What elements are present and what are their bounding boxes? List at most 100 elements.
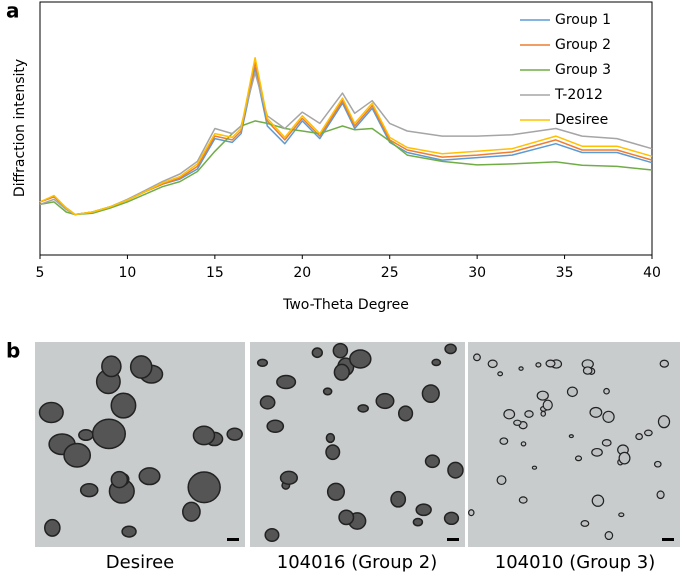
granule [333, 363, 350, 381]
legend-label: T-2012 [554, 87, 603, 103]
granule [591, 447, 603, 457]
granule [601, 438, 612, 447]
granule [349, 349, 372, 369]
granule [187, 471, 221, 504]
legend-label: Group 3 [555, 62, 611, 78]
granule [357, 404, 369, 413]
granule [276, 374, 297, 390]
plot-frame [39, 1, 653, 256]
granule [264, 528, 280, 543]
series-line [39, 120, 653, 216]
granule [259, 395, 276, 410]
series-line [39, 61, 653, 216]
granule [110, 470, 129, 489]
granule [540, 410, 547, 417]
granule [91, 418, 126, 450]
granule [657, 415, 671, 429]
granule [589, 406, 603, 418]
granule [568, 434, 574, 439]
granule [338, 509, 355, 526]
granule [63, 442, 92, 468]
granule [375, 392, 395, 410]
granule [574, 455, 583, 462]
x-tick-label: 15 [206, 265, 224, 281]
granule [266, 419, 285, 434]
granule [513, 419, 522, 426]
granule [536, 390, 549, 401]
granule [518, 366, 524, 371]
x-axis-label: Two-Theta Degree [282, 297, 409, 313]
granule [604, 531, 614, 541]
granule [101, 355, 122, 378]
granule [311, 347, 323, 359]
granule [138, 467, 161, 486]
y-axis-label: Diffraction intensity [12, 59, 28, 197]
granule [531, 465, 538, 470]
granule [424, 454, 441, 469]
granule [192, 425, 216, 446]
scale-bar [227, 538, 239, 541]
granule [447, 461, 464, 479]
granule [390, 490, 407, 508]
granule [415, 503, 432, 517]
granule [322, 387, 333, 396]
granule [443, 511, 460, 526]
granule [412, 517, 424, 527]
image-caption: 104010 (Group 3) [495, 552, 655, 573]
granule [325, 444, 341, 461]
granule [78, 429, 94, 442]
granule [332, 342, 349, 359]
granule [503, 409, 516, 420]
scale-bar [447, 538, 459, 541]
x-tick-label: 35 [556, 265, 574, 281]
scale-bar [662, 538, 674, 541]
granule [279, 470, 299, 485]
granule [497, 371, 504, 377]
granule [535, 362, 542, 368]
granule [421, 384, 440, 404]
granule [473, 353, 481, 362]
granule [468, 509, 475, 517]
legend-label: Group 2 [555, 37, 611, 53]
granule [566, 386, 578, 398]
granule [79, 482, 99, 498]
granule [545, 359, 556, 368]
granule [182, 501, 201, 522]
granule [582, 366, 593, 375]
granule [520, 441, 527, 447]
granule [602, 410, 615, 423]
granule [524, 410, 534, 418]
granule [38, 401, 64, 424]
micrographs [35, 342, 680, 547]
legend-label: Group 1 [555, 12, 611, 28]
granule [326, 482, 346, 501]
x-tick-label: 10 [119, 265, 137, 281]
granule [110, 392, 137, 419]
granule [256, 358, 269, 367]
granule [603, 387, 610, 395]
granule [397, 405, 414, 422]
x-tick-label: 40 [643, 265, 661, 281]
granule [226, 427, 243, 441]
granule [44, 518, 61, 537]
granule [444, 343, 457, 355]
granule [656, 490, 665, 500]
x-tick-label: 20 [293, 265, 311, 281]
granule [325, 432, 336, 444]
granule [618, 512, 625, 518]
panel-label: a [6, 0, 20, 23]
granule [487, 359, 498, 369]
series-line [39, 56, 653, 216]
x-tick-label: 5 [36, 265, 45, 281]
granule [580, 520, 590, 527]
granule [499, 437, 509, 445]
x-tick-label: 30 [468, 265, 486, 281]
granule [653, 460, 662, 468]
granule [635, 433, 643, 441]
granule [496, 475, 507, 486]
granule [431, 358, 442, 367]
granule [591, 494, 605, 507]
legend-label: Desiree [555, 112, 608, 128]
granule [518, 496, 528, 504]
